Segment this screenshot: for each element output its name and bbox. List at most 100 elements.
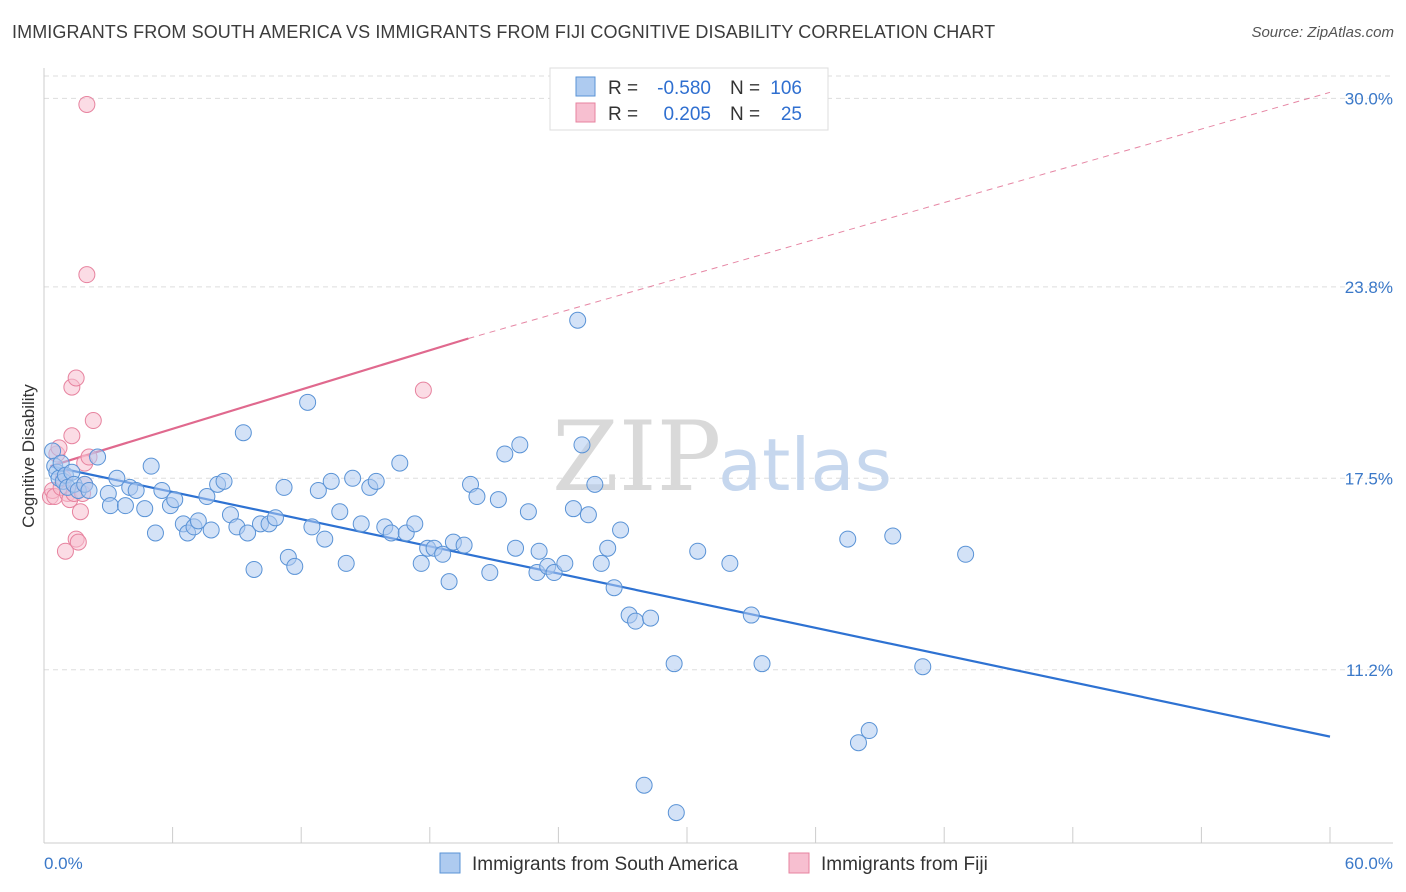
- bottom-legend: Immigrants from South America Immigrants…: [439, 852, 988, 875]
- data-point-south-america: [455, 536, 473, 554]
- data-point-south-america: [275, 478, 293, 496]
- data-point-south-america: [412, 554, 430, 572]
- legend-n-value: 106: [770, 78, 802, 99]
- data-point-south-america: [468, 488, 486, 506]
- data-point-south-america: [914, 658, 932, 676]
- data-point-south-america: [519, 503, 537, 521]
- data-point-fiji: [63, 427, 81, 445]
- data-point-south-america: [239, 524, 257, 542]
- data-point-south-america: [234, 424, 252, 442]
- grid-lines: [44, 75, 1393, 671]
- data-point-south-america: [667, 804, 685, 822]
- data-point-south-america: [507, 539, 525, 557]
- data-point-south-america: [496, 445, 514, 463]
- legend-swatch-south-america: [575, 76, 596, 97]
- data-point-south-america: [146, 524, 164, 542]
- data-point-south-america: [592, 554, 610, 572]
- data-point-south-america: [573, 436, 591, 454]
- watermark-zip: ZIP: [552, 401, 721, 513]
- source-label: Source: ZipAtlas.com: [1251, 24, 1394, 41]
- data-point-south-america: [344, 469, 362, 487]
- trend-line-south-america: [50, 465, 1331, 738]
- data-point-south-america: [303, 518, 321, 536]
- data-point-fiji: [414, 381, 432, 399]
- data-point-south-america: [367, 472, 385, 490]
- legend-swatch-fiji: [575, 102, 596, 123]
- y-tick-label: 23.8%: [1345, 278, 1393, 297]
- data-point-south-america: [689, 542, 707, 560]
- data-point-fiji: [78, 266, 96, 284]
- data-point-south-america: [352, 515, 370, 533]
- data-point-south-america: [153, 481, 171, 499]
- series-south-america-points: [44, 311, 975, 822]
- legend-box: [549, 67, 829, 131]
- data-point-south-america: [753, 655, 771, 673]
- data-point-south-america: [564, 500, 582, 518]
- data-point-south-america: [286, 557, 304, 575]
- y-tick-label: 30.0%: [1345, 89, 1393, 108]
- data-point-south-america: [189, 512, 207, 530]
- data-point-south-america: [101, 497, 119, 515]
- bottom-legend-label-fiji: Immigrants from Fiji: [821, 854, 988, 875]
- bottom-legend-swatch-fiji: [788, 852, 810, 874]
- data-point-fiji: [71, 503, 89, 521]
- data-point-south-america: [266, 509, 284, 527]
- data-point-fiji: [84, 412, 102, 430]
- legend-n-value: 25: [781, 104, 802, 125]
- y-tick-label: 11.2%: [1346, 661, 1393, 680]
- data-point-fiji: [78, 95, 96, 113]
- data-point-south-america: [605, 579, 623, 597]
- legend-r-label: R =: [608, 104, 638, 125]
- data-point-south-america: [642, 609, 660, 627]
- data-point-fiji: [56, 542, 74, 560]
- trend-lines: [50, 91, 1331, 738]
- legend-r-value: -0.580: [657, 78, 711, 99]
- data-point-south-america: [569, 311, 587, 329]
- x-tick-label-max: 60.0%: [1345, 854, 1393, 873]
- data-point-south-america: [612, 521, 630, 539]
- data-point-south-america: [316, 530, 334, 548]
- legend-n-label: N =: [730, 104, 760, 125]
- data-point-south-america: [198, 488, 216, 506]
- data-point-south-america: [957, 545, 975, 563]
- data-point-south-america: [202, 521, 220, 539]
- legend-r-label: R =: [608, 78, 638, 99]
- data-point-south-america: [489, 491, 507, 509]
- data-point-south-america: [599, 539, 617, 557]
- data-point-south-america: [742, 606, 760, 624]
- watermark: ZIP atlas: [552, 401, 892, 513]
- data-point-south-america: [80, 481, 98, 499]
- data-point-south-america: [530, 542, 548, 560]
- data-point-south-america: [89, 448, 107, 466]
- data-point-south-america: [331, 503, 349, 521]
- data-point-south-america: [406, 515, 424, 533]
- data-point-south-america: [579, 506, 597, 524]
- data-point-south-america: [136, 500, 154, 518]
- x-tick-label-min: 0.0%: [44, 854, 83, 873]
- data-point-south-america: [481, 564, 499, 582]
- trend-line-fiji: [50, 337, 469, 468]
- data-point-south-america: [665, 655, 683, 673]
- chart-title: IMMIGRANTS FROM SOUTH AMERICA VS IMMIGRA…: [12, 22, 996, 42]
- data-point-south-america: [434, 545, 452, 563]
- data-point-south-america: [299, 393, 317, 411]
- data-point-south-america: [884, 527, 902, 545]
- y-tick-label: 17.5%: [1345, 469, 1393, 488]
- data-point-south-america: [586, 475, 604, 493]
- data-point-south-america: [215, 472, 233, 490]
- data-point-south-america: [116, 497, 134, 515]
- data-point-south-america: [382, 524, 400, 542]
- bottom-legend-label-south-america: Immigrants from South America: [472, 854, 739, 875]
- x-ticks: [43, 827, 1331, 843]
- legend-n-label: N =: [730, 78, 760, 99]
- data-point-fiji: [67, 369, 85, 387]
- data-point-south-america: [322, 472, 340, 490]
- data-point-south-america: [309, 481, 327, 499]
- data-point-south-america: [391, 454, 409, 472]
- data-point-south-america: [245, 560, 263, 578]
- data-point-south-america: [337, 554, 355, 572]
- watermark-atlas: atlas: [718, 423, 892, 507]
- data-point-south-america: [635, 776, 653, 794]
- bottom-legend-swatch-south-america: [439, 852, 461, 874]
